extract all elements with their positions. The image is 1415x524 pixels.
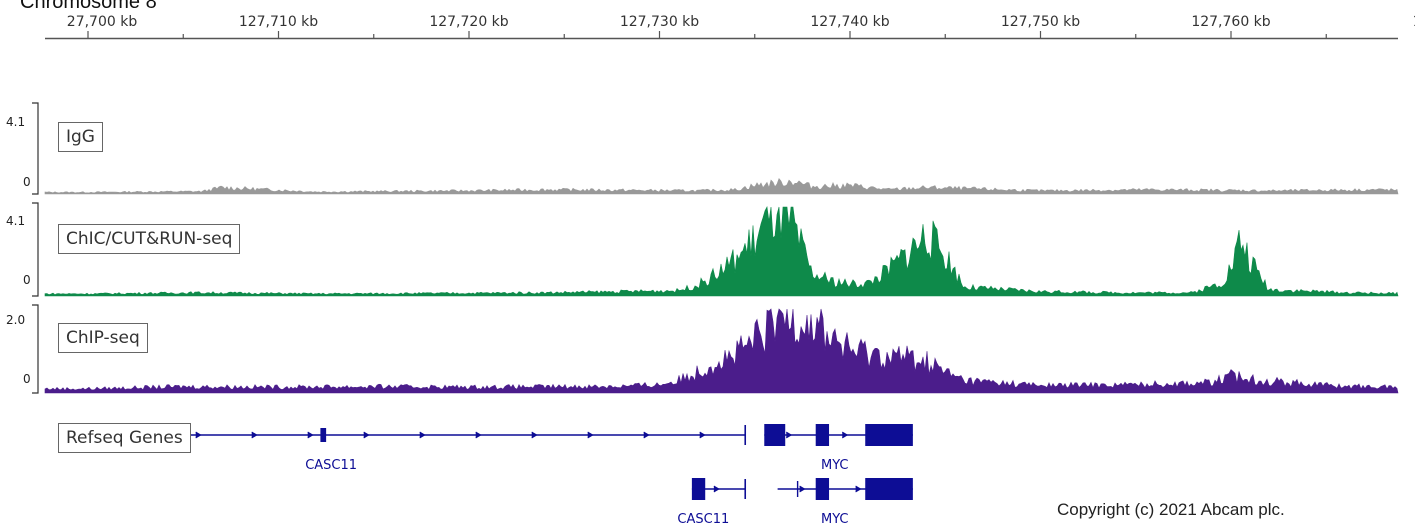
x-tick-label: 127,740 kb — [810, 14, 889, 30]
track-signal-area — [44, 178, 1399, 195]
chic-ymin-label: 0 — [23, 273, 31, 287]
strand-arrow — [643, 431, 650, 439]
track-signal-area — [44, 206, 1399, 297]
strand-arrow — [699, 431, 706, 439]
x-tick-label: 127,750 kb — [1001, 14, 1080, 30]
track-y-axis — [32, 102, 39, 195]
strand-arrow — [419, 431, 426, 439]
gene-exon — [815, 424, 830, 446]
track-label-refseq-genes: Refseq Genes — [58, 423, 191, 453]
strand-arrow — [195, 431, 202, 439]
chip-ymax-label: 2.0 — [6, 313, 26, 327]
gene-name-label: CASC11 — [677, 512, 729, 524]
igg-ymin-label: 0 — [23, 175, 31, 189]
strand-arrow — [531, 431, 538, 439]
x-axis: 27,700 kb 127,710 kb 127,720 kb 127,730 kb 1… — [45, 14, 1415, 40]
strand-arrow — [842, 431, 849, 439]
track-signal-area — [44, 308, 1399, 394]
track-chip — [32, 304, 1399, 394]
copyright-text: Copyright (c) 2021 Abcam plc. — [1057, 500, 1285, 519]
gene-name-label: MYC — [821, 512, 849, 524]
chic-ymax-label: 4.1 — [6, 214, 26, 228]
refseq-gene-track: CASC11 MYC CASC11 MYC — [173, 424, 913, 524]
strand-arrow — [307, 431, 314, 439]
gene-myc-row1: MYC — [764, 424, 913, 473]
gene-exon — [815, 478, 830, 500]
x-tick-label: 127,760 kb — [1191, 14, 1270, 30]
strand-arrow — [855, 485, 862, 493]
x-tick-label: 127,710 kb — [239, 14, 318, 30]
strand-arrow — [786, 431, 793, 439]
gene-name-label: MYC — [821, 458, 849, 473]
track-y-axis — [32, 304, 39, 394]
strand-arrow — [587, 431, 594, 439]
chromosome-title: Chromosome 8 — [20, 0, 157, 13]
strand-arrow — [799, 485, 806, 493]
gene-exon — [691, 478, 706, 500]
strand-arrow — [251, 431, 258, 439]
gene-casc11-row2: CASC11 — [677, 478, 747, 524]
x-tick-label: 12 — [1413, 14, 1415, 30]
x-tick-label: 27,700 kb — [67, 14, 138, 30]
track-label-chip-seq: ChIP-seq — [58, 323, 148, 353]
x-tick-label: 127,720 kb — [429, 14, 508, 30]
track-chic — [32, 202, 1399, 297]
gene-exon — [320, 428, 327, 442]
gene-exon — [865, 424, 913, 446]
track-label-igg: IgG — [58, 122, 103, 152]
strand-arrow — [475, 431, 482, 439]
track-igg — [32, 102, 1399, 195]
track-y-axis — [32, 202, 39, 297]
gene-casc11-row1: CASC11 — [173, 425, 747, 473]
gene-myc-row2: MYC — [777, 478, 913, 524]
gene-name-label: CASC11 — [305, 458, 357, 473]
strand-arrow — [713, 485, 720, 493]
strand-arrow — [363, 431, 370, 439]
signal-tracks — [32, 102, 1399, 394]
gene-exon — [865, 478, 913, 500]
chip-ymin-label: 0 — [23, 372, 31, 386]
track-label-chic-cut-run-seq: ChIC/CUT&RUN-seq — [58, 224, 241, 254]
igg-ymax-label: 4.1 — [6, 115, 26, 129]
x-tick-label: 127,730 kb — [620, 14, 699, 30]
gene-exon — [764, 424, 786, 446]
